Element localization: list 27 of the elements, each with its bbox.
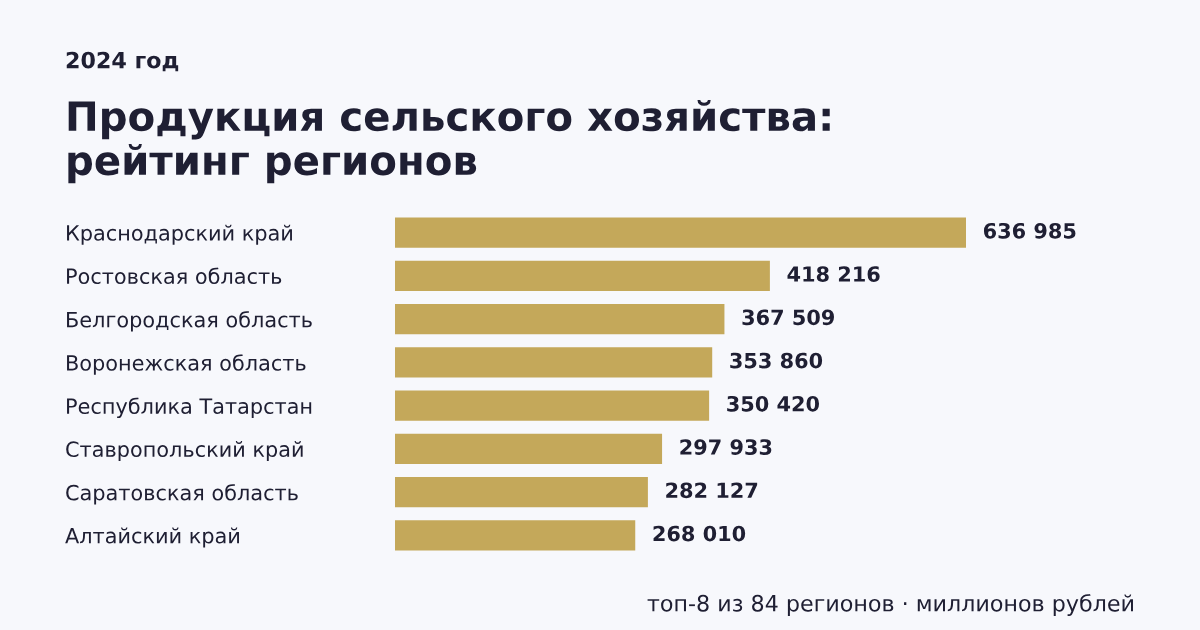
- y-tick-label: Краснодарский край: [67, 224, 292, 245]
- data-label: 367 509: [742, 309, 834, 326]
- data-label: 268 010: [653, 525, 746, 542]
- y-tick-label: Ростовская область: [67, 267, 282, 285]
- y-tick-label: Республика Татарстан: [67, 397, 312, 419]
- bar: [395, 520, 636, 551]
- bar: [395, 433, 663, 465]
- data-label: 282 127: [666, 482, 758, 499]
- chart-title: Продукция сельского хозяйства: рейтинг регионов: [68, 100, 830, 184]
- data-label: 350 420: [727, 395, 820, 412]
- bar: [395, 390, 710, 421]
- data-label: 297 933: [680, 439, 772, 455]
- text: 2024 год: [66, 51, 179, 72]
- data-label: 418 216: [787, 266, 880, 282]
- bar: [395, 476, 648, 508]
- bar: [395, 217, 966, 248]
- bar: [395, 303, 725, 335]
- y-tick-label: Саратовская область: [66, 484, 298, 505]
- y-tick-label: Ставропольский край: [66, 441, 303, 462]
- data-label: 636 985: [983, 222, 1076, 239]
- text: топ-8 из 84 регионов · миллионов рублей: [647, 594, 1133, 616]
- y-tick-label: Алтайский край: [65, 527, 239, 548]
- y-tick-label: Белгородская область: [67, 311, 312, 332]
- bar: [395, 260, 770, 292]
- bar: [395, 347, 713, 378]
- y-tick-label: Воронежская область: [67, 354, 306, 375]
- data-label: 353 860: [730, 352, 823, 369]
